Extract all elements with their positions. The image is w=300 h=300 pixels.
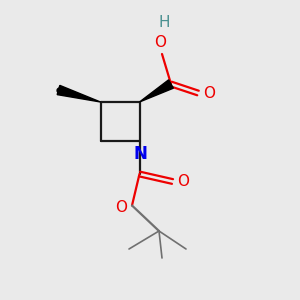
Text: N: N [134, 145, 147, 163]
Text: O: O [115, 200, 127, 214]
Polygon shape [57, 85, 100, 102]
Text: O: O [203, 85, 215, 100]
Polygon shape [140, 80, 173, 102]
Text: O: O [154, 35, 166, 50]
Text: H: H [158, 15, 170, 30]
Text: O: O [178, 174, 190, 189]
